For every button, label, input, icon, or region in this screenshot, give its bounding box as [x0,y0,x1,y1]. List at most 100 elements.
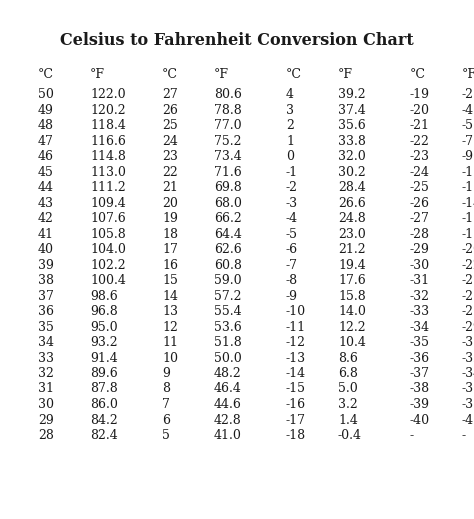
Text: -27: -27 [410,212,430,225]
Text: 120.2: 120.2 [90,103,126,116]
Text: -3: -3 [286,197,298,210]
Text: 12.2: 12.2 [338,321,365,334]
Text: -38: -38 [410,383,430,395]
Text: 80.6: 80.6 [214,88,242,101]
Text: °F: °F [462,68,474,81]
Text: 5.0: 5.0 [338,383,358,395]
Text: 9: 9 [162,367,170,380]
Text: 48: 48 [38,119,54,132]
Text: 78.8: 78.8 [214,103,242,116]
Text: 75.2: 75.2 [214,134,241,147]
Text: 23.0: 23.0 [338,227,366,240]
Text: 66.2: 66.2 [214,212,242,225]
Text: 41.0: 41.0 [214,429,242,442]
Text: -23.8: -23.8 [462,274,474,287]
Text: 44.6: 44.6 [214,398,242,411]
Text: -32: -32 [410,290,430,303]
Text: 0: 0 [286,150,294,163]
Text: 50: 50 [38,88,54,101]
Text: 21: 21 [162,181,178,194]
Text: °C: °C [286,68,302,81]
Text: -29: -29 [410,243,430,256]
Text: 104.0: 104.0 [90,243,126,256]
Text: -31.0: -31.0 [462,336,474,349]
Text: 105.8: 105.8 [90,227,126,240]
Text: 43: 43 [38,197,54,210]
Text: 26: 26 [162,103,178,116]
Text: -4.0: -4.0 [462,103,474,116]
Text: 46.4: 46.4 [214,383,242,395]
Text: 19.4: 19.4 [338,258,366,271]
Text: 100.4: 100.4 [90,274,126,287]
Text: °F: °F [214,68,229,81]
Text: -30: -30 [410,258,430,271]
Text: -37: -37 [410,367,430,380]
Text: -25: -25 [410,181,430,194]
Text: 6.8: 6.8 [338,367,358,380]
Text: 5: 5 [162,429,170,442]
Text: 77.0: 77.0 [214,119,242,132]
Text: -33: -33 [410,305,430,318]
Text: 45: 45 [38,166,54,179]
Text: 84.2: 84.2 [90,414,118,427]
Text: 37.4: 37.4 [338,103,366,116]
Text: -7: -7 [286,258,298,271]
Text: 113.0: 113.0 [90,166,126,179]
Text: 68.0: 68.0 [214,197,242,210]
Text: 14: 14 [162,290,178,303]
Text: 6: 6 [162,414,170,427]
Text: -9: -9 [286,290,298,303]
Text: 8.6: 8.6 [338,351,358,364]
Text: 10.4: 10.4 [338,336,366,349]
Text: 49: 49 [38,103,54,116]
Text: 23: 23 [162,150,178,163]
Text: -0.4: -0.4 [338,429,362,442]
Text: -8: -8 [286,274,298,287]
Text: -39: -39 [410,398,430,411]
Text: 96.8: 96.8 [90,305,118,318]
Text: 20: 20 [162,197,178,210]
Text: 93.2: 93.2 [90,336,118,349]
Text: 13: 13 [162,305,178,318]
Text: 19: 19 [162,212,178,225]
Text: 59.0: 59.0 [214,274,242,287]
Text: 16: 16 [162,258,178,271]
Text: 47: 47 [38,134,54,147]
Text: -11.2: -11.2 [462,166,474,179]
Text: -17: -17 [286,414,306,427]
Text: 27: 27 [162,88,178,101]
Text: 26.6: 26.6 [338,197,366,210]
Text: 53.6: 53.6 [214,321,242,334]
Text: 57.2: 57.2 [214,290,241,303]
Text: 1: 1 [286,134,294,147]
Text: 3.2: 3.2 [338,398,358,411]
Text: -13.0: -13.0 [462,181,474,194]
Text: 42.8: 42.8 [214,414,242,427]
Text: 4: 4 [286,88,294,101]
Text: 36: 36 [38,305,54,318]
Text: 18: 18 [162,227,178,240]
Text: Celsius to Fahrenheit Conversion Chart: Celsius to Fahrenheit Conversion Chart [60,32,414,49]
Text: -24: -24 [410,166,430,179]
Text: 24: 24 [162,134,178,147]
Text: 118.4: 118.4 [90,119,126,132]
Text: 51.8: 51.8 [214,336,242,349]
Text: -5: -5 [286,227,298,240]
Text: -27.4: -27.4 [462,305,474,318]
Text: 116.6: 116.6 [90,134,126,147]
Text: -20.2: -20.2 [462,243,474,256]
Text: -21: -21 [410,119,430,132]
Text: 109.4: 109.4 [90,197,126,210]
Text: -22.0: -22.0 [462,258,474,271]
Text: 46: 46 [38,150,54,163]
Text: 111.2: 111.2 [90,181,126,194]
Text: 28: 28 [38,429,54,442]
Text: 33.8: 33.8 [338,134,366,147]
Text: -10: -10 [286,305,306,318]
Text: -34.6: -34.6 [462,367,474,380]
Text: 34: 34 [38,336,54,349]
Text: -: - [462,429,466,442]
Text: 29: 29 [38,414,54,427]
Text: -2.2: -2.2 [462,88,474,101]
Text: 40: 40 [38,243,54,256]
